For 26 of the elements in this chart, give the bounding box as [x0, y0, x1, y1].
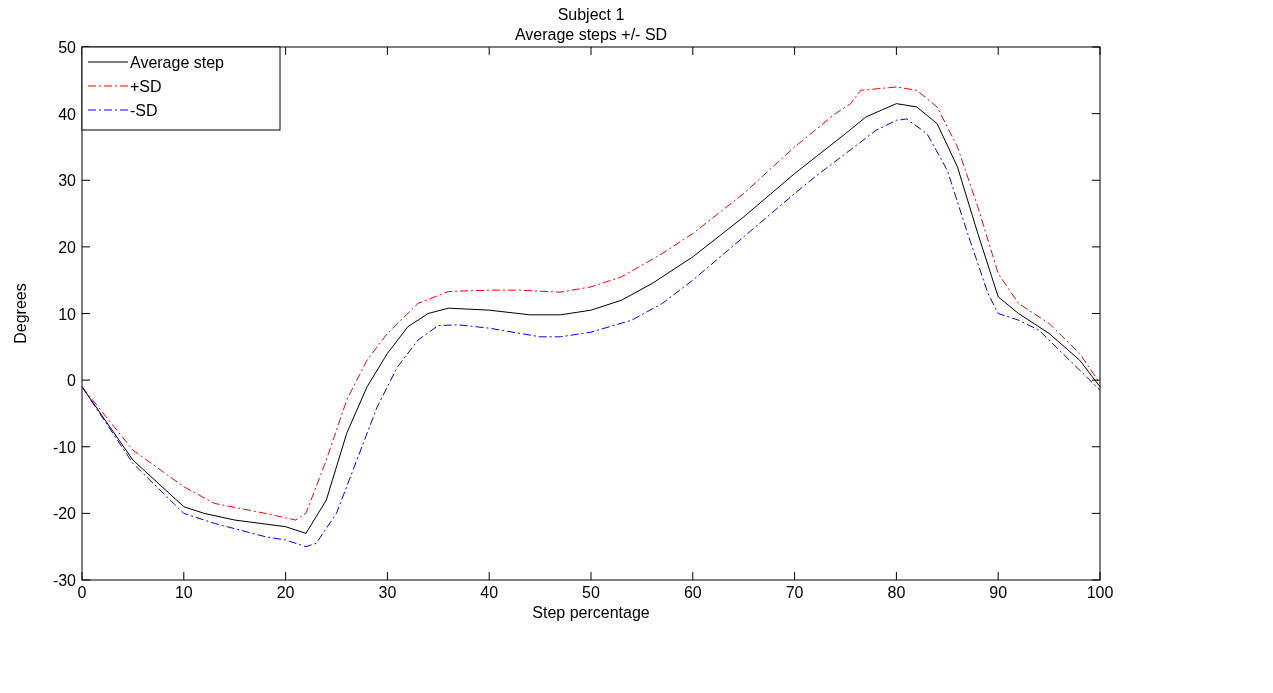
x-axis-title: Step percentage — [532, 604, 650, 621]
chart-title: Subject 1 — [557, 6, 625, 23]
x-tick-label: 80 — [887, 584, 906, 601]
chart-subtitle: Average steps +/- SD — [514, 26, 668, 43]
legend-label: -SD — [130, 102, 158, 119]
legend-label: Average step — [130, 54, 225, 71]
y-axis-title: Degrees — [12, 283, 29, 344]
y-tick-label: 30 — [58, 172, 77, 190]
y-tick-label: 10 — [58, 305, 77, 323]
legend-label: +SD — [130, 78, 162, 95]
y-tick-label: 20 — [58, 238, 77, 256]
y-tick-label: 0 — [67, 372, 77, 390]
y-tick-label: 40 — [58, 105, 77, 123]
y-tick-label: -10 — [52, 438, 77, 456]
x-tick-label: 20 — [276, 584, 295, 601]
x-tick-label: 60 — [683, 584, 702, 601]
x-tick-label: 90 — [989, 584, 1008, 601]
y-tick-label: 50 — [58, 39, 77, 56]
x-tick-label: 50 — [582, 584, 600, 601]
y-tick-label: -20 — [52, 505, 77, 523]
x-tick-label: 40 — [480, 584, 499, 601]
x-tick-label: 100 — [1086, 584, 1114, 601]
x-tick-label: 70 — [785, 584, 804, 601]
x-tick-label: 10 — [174, 584, 193, 601]
x-tick-label: 30 — [378, 584, 397, 601]
y-tick-label: -30 — [52, 572, 77, 589]
